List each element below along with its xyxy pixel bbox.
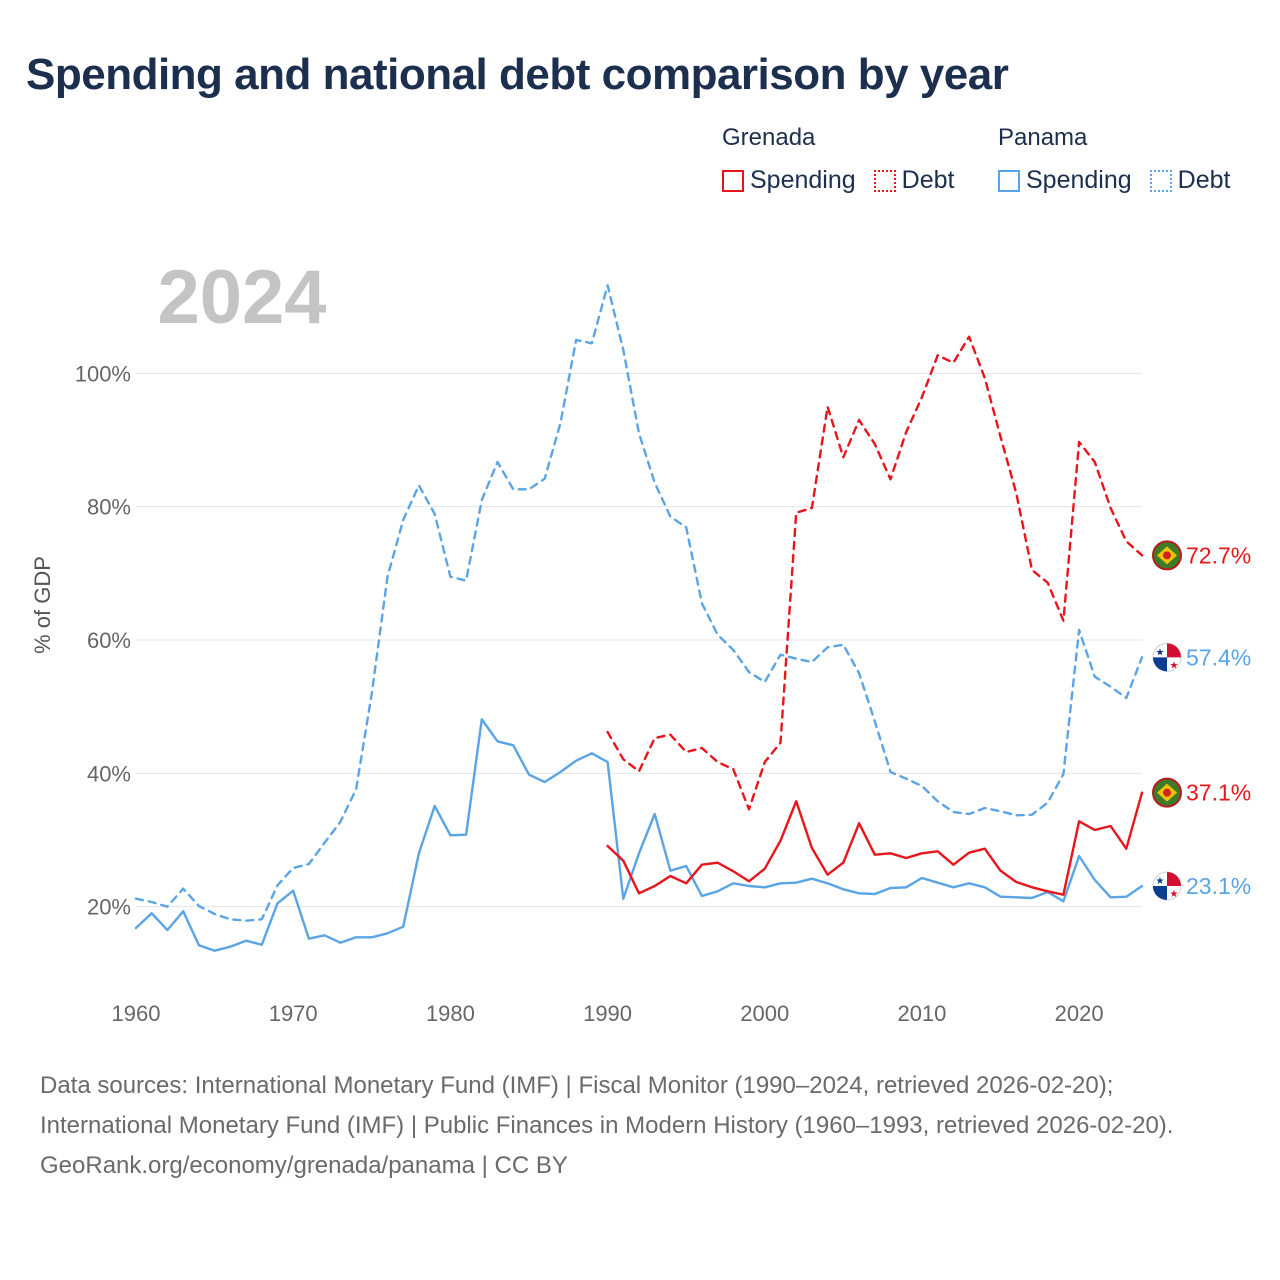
legend-swatch-panama-debt — [1149, 169, 1172, 192]
legend-label-grenada-spending: Spending — [750, 166, 856, 194]
y-tick-label: 80% — [87, 495, 131, 520]
series-line-panama-spending[interactable] — [134, 718, 1144, 952]
flag-icon-grenada — [1152, 777, 1182, 808]
x-tick-label: 1990 — [583, 1001, 632, 1026]
flag-icon-grenada — [1152, 540, 1182, 571]
legend-item-panama-spending[interactable]: Spending — [998, 166, 1132, 195]
legend-country-grenada: Grenada — [722, 124, 816, 151]
x-tick-label: 1960 — [112, 1001, 161, 1026]
svg-text:★: ★ — [1170, 889, 1179, 900]
legend-group-grenada: Grenada Spending Debt — [722, 124, 972, 195]
svg-text:★: ★ — [1170, 660, 1179, 671]
x-tick-label: 1980 — [426, 1001, 475, 1026]
x-tick-label: 2010 — [897, 1001, 946, 1026]
year-watermark: 2024 — [157, 255, 326, 340]
end-label-panama-debt: 57.4% — [1186, 644, 1251, 670]
end-label-grenada-spending: 37.1% — [1186, 780, 1251, 806]
legend-group-panama: Panama Spending Debt — [998, 124, 1248, 195]
y-tick-label: 40% — [87, 761, 131, 786]
credit-link[interactable]: GeoRank.org/economy/grenada/panama | CC … — [40, 1152, 568, 1179]
end-markers: ★★ 57.4%★★ 23.1%72.7%37.1% — [1152, 540, 1251, 901]
legend-item-panama-debt[interactable]: Debt — [1149, 166, 1231, 195]
end-label-grenada-debt: 72.7% — [1186, 542, 1251, 568]
legend-swatch-grenada-debt — [873, 169, 896, 192]
legend-country-panama: Panama — [998, 124, 1088, 151]
line-chart: 20% 40% 60% 80% 100% 1960 1970 1980 1990 2000 201… — [30, 255, 1251, 1026]
svg-text:★: ★ — [1156, 876, 1165, 887]
series-line-grenada-spending[interactable] — [606, 791, 1144, 896]
legend-item-grenada-debt[interactable]: Debt — [873, 166, 955, 195]
y-tick-label: 100% — [75, 361, 131, 386]
x-axis-ticks: 1960 1970 1980 1990 2000 2010 2020 — [112, 1001, 1104, 1026]
footer: Data sources: International Monetary Fun… — [40, 1066, 1240, 1186]
flag-icon-panama: ★★ — [1152, 871, 1182, 901]
legend-label-grenada-debt: Debt — [901, 166, 955, 194]
series-lines — [134, 284, 1144, 952]
gridlines — [136, 372, 1142, 908]
flag-icon-panama: ★★ — [1152, 642, 1182, 672]
x-tick-label: 1970 — [269, 1001, 318, 1026]
legend-item-grenada-spending[interactable]: Spending — [722, 166, 856, 195]
chart-title: Spending and national debt comparison by… — [26, 50, 1009, 99]
series-line-panama-debt[interactable] — [134, 284, 1144, 922]
x-tick-label: 2020 — [1055, 1001, 1104, 1026]
y-axis-label: % of GDP — [30, 556, 55, 654]
legend-label-panama-spending: Spending — [1026, 166, 1132, 194]
y-axis-ticks: 20% 40% 60% 80% 100% — [75, 361, 131, 919]
svg-text:★: ★ — [1156, 647, 1165, 658]
legend-label-panama-debt: Debt — [1177, 166, 1231, 194]
series-line-grenada-debt[interactable] — [606, 335, 1144, 811]
y-tick-label: 20% — [87, 895, 131, 920]
end-label-panama-spending: 23.1% — [1186, 873, 1251, 899]
legend-swatch-panama-spending — [998, 169, 1020, 192]
data-sources: Data sources: International Monetary Fun… — [40, 1072, 1174, 1139]
x-tick-label: 2000 — [740, 1001, 789, 1026]
y-tick-label: 60% — [87, 628, 131, 653]
legend-swatch-grenada-spending — [722, 169, 744, 192]
